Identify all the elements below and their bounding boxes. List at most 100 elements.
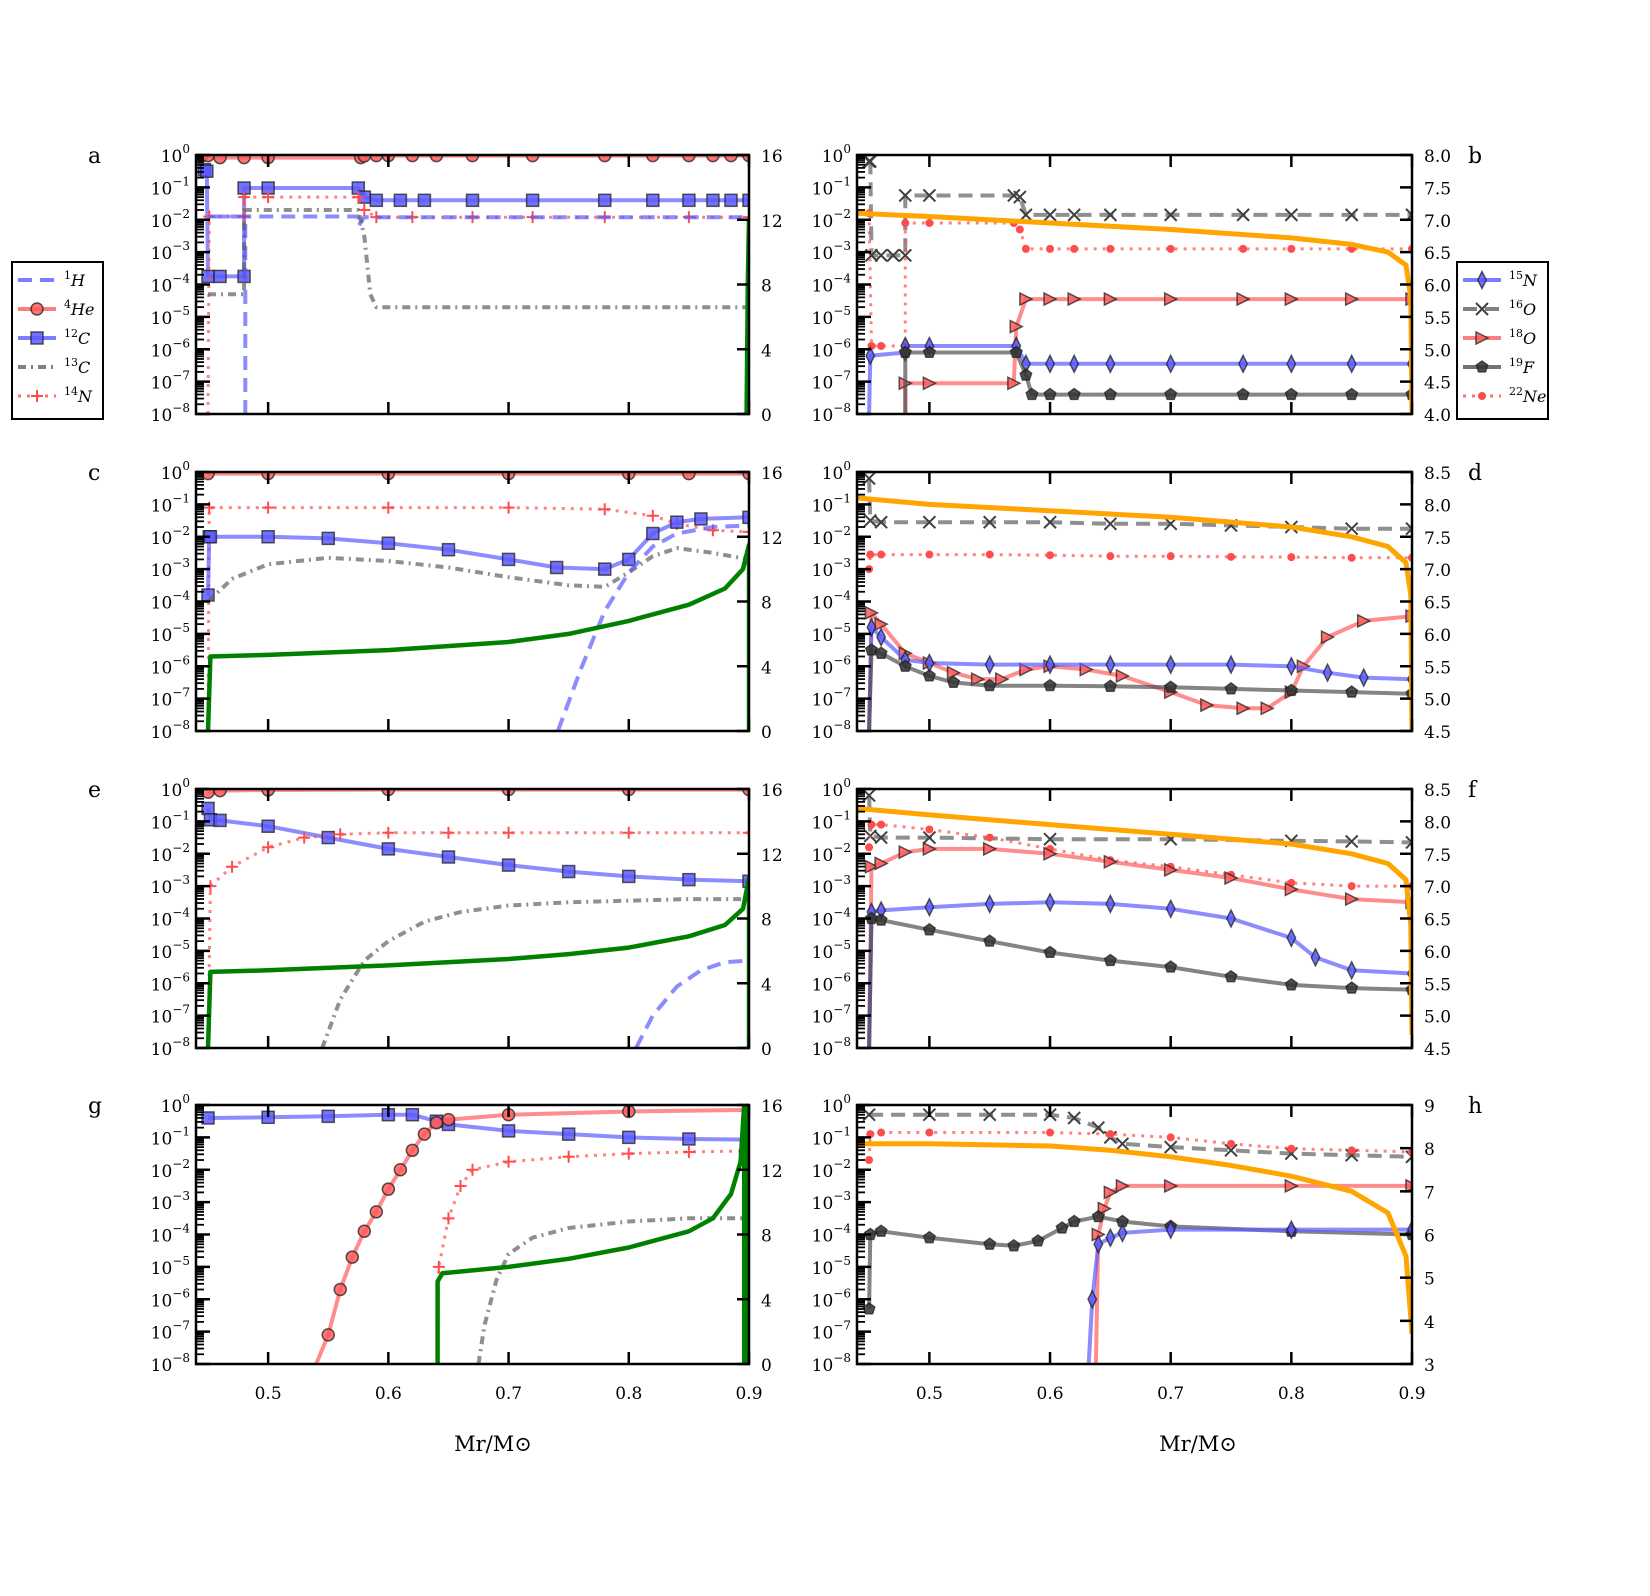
y-tick-label: 10−1 — [812, 174, 851, 199]
y2-tick-label: 6.5 — [1424, 244, 1451, 264]
series-b-15N — [867, 344, 1412, 414]
series-b-22Ne — [867, 213, 1412, 348]
point-f-15N — [1045, 892, 1056, 913]
series-e-13C — [320, 897, 749, 1048]
point-d-19F — [1043, 678, 1057, 692]
y2-tick-label: 8 — [761, 594, 772, 614]
point-h-16O — [983, 1108, 997, 1122]
point-c-14N — [262, 501, 275, 514]
y2-tick-label: 12 — [761, 529, 783, 549]
y-tick-label: 10−6 — [812, 1286, 851, 1311]
point-d-22Ne — [1287, 553, 1296, 562]
point-d-15N — [876, 627, 887, 648]
y-tick-label: 10−7 — [812, 1319, 851, 1344]
y2-tick-label: 4.5 — [1424, 374, 1451, 394]
panel-g: 0.5 0.6 0.7 0.8 0.9 10−8 10−7 10−6 10−5 10−4 10−3 1… — [88, 1092, 783, 1404]
point-e-12C — [561, 864, 576, 879]
svg-text:22Ne: 22Ne — [1509, 385, 1546, 406]
point-b-18O — [1043, 291, 1058, 307]
x-tick-label: 0.6 — [375, 1384, 402, 1404]
y2-tick-label: 16 — [761, 781, 783, 801]
point-c-12C — [501, 552, 516, 567]
y2-tick-label: 12 — [761, 212, 783, 232]
y2-tick-label: 8.5 — [1424, 781, 1451, 801]
y-tick-label: 10−3 — [812, 1189, 851, 1214]
point-f-18O — [864, 859, 880, 874]
point-f-18O — [922, 841, 938, 857]
point-a-14N — [262, 191, 275, 204]
point-d-15N — [984, 654, 995, 675]
point-d-16O — [1405, 521, 1412, 536]
point-f-15N — [1225, 908, 1237, 929]
x-axis-label-right: Mr/M⊙ — [1159, 1432, 1237, 1456]
point-h-22Ne — [925, 1128, 934, 1137]
y2-tick-label: 6.5 — [1424, 911, 1451, 931]
point-h-16O — [1163, 1140, 1178, 1154]
y2-tick-label: 6.5 — [1424, 594, 1451, 614]
x-tick-label: 0.5 — [255, 1384, 282, 1404]
point-a-12C — [597, 193, 612, 208]
y2-tick-label: 5.5 — [1424, 309, 1451, 329]
point-d-15N — [1286, 656, 1297, 677]
y2-tick-label: 7.5 — [1424, 529, 1451, 549]
y-tick-label: 10−4 — [151, 272, 191, 297]
y-tick-label: 10−4 — [812, 589, 852, 614]
y-tick-label: 100 — [161, 1092, 190, 1117]
series-b-18O — [903, 297, 1412, 414]
y-tick-label: 10−1 — [151, 1124, 190, 1149]
point-d-19F — [922, 669, 936, 682]
point-g-14N — [432, 1260, 445, 1273]
point-f-16O — [862, 789, 876, 803]
point-d-22Ne — [877, 550, 886, 559]
point-d-16O — [862, 472, 876, 486]
legend-item-22Ne: 22Ne — [1463, 385, 1546, 406]
point-f-19F — [864, 911, 879, 925]
axes-frame — [855, 787, 1414, 1050]
y2-tick-label: 7 — [1424, 1183, 1435, 1203]
svg-text:13C: 13C — [64, 356, 90, 377]
point-b-16O — [1067, 208, 1081, 222]
point-h-22Ne — [865, 1156, 874, 1165]
point-h-18O — [1097, 1201, 1113, 1216]
series-d-15N — [867, 625, 1412, 731]
point-d-15N — [1322, 662, 1333, 683]
y2-tick-label: 4.5 — [1424, 1040, 1451, 1060]
panel-e: 10−8 10−7 10−6 10−5 10−4 10−3 10−2 10−1 100 0 4 8 12… — [88, 776, 783, 1060]
point-b-19F — [922, 345, 936, 359]
point-d-16O — [1344, 521, 1359, 536]
point-f-18O — [898, 844, 913, 860]
point-g-14N — [454, 1179, 467, 1192]
point-g-14N — [682, 1145, 695, 1158]
axes-frame — [194, 1103, 751, 1366]
point-e-12C — [501, 858, 516, 872]
point-h-16O — [1115, 1137, 1130, 1151]
point-h-19F — [874, 1224, 888, 1237]
point-a-12C — [682, 193, 696, 208]
series-c-14N — [206, 506, 749, 731]
series-c-12C — [206, 515, 749, 596]
y2-tick-label: 8 — [1424, 1140, 1435, 1160]
x-tick-label: 0.7 — [1157, 1384, 1184, 1404]
point-g-14N — [622, 1147, 635, 1160]
point-b-18O — [1284, 291, 1300, 307]
y2-tick-label: 4 — [761, 341, 772, 361]
point-b-19F — [1284, 387, 1298, 401]
series-a-1H — [206, 214, 749, 414]
point-g-4He — [393, 1163, 408, 1177]
y2-tick-label: 7.5 — [1424, 846, 1451, 866]
point-h-19F — [1067, 1214, 1081, 1228]
point-b-22Ne — [1106, 244, 1115, 253]
point-g-4He — [357, 1224, 372, 1239]
y-tick-label: 10−5 — [812, 938, 851, 963]
y2-tick-label: 8 — [761, 277, 772, 297]
point-f-19F — [1345, 981, 1359, 994]
y-tick-label: 10−6 — [151, 653, 190, 678]
point-b-22Ne — [1021, 244, 1030, 253]
y2-tick-label: 12 — [761, 846, 783, 866]
point-h-15N — [1087, 1289, 1098, 1310]
y-tick-label: 10−2 — [151, 524, 190, 549]
y-tick-label: 10−6 — [151, 336, 190, 361]
point-b-22Ne — [1015, 225, 1024, 234]
y2-tick-label: 5.0 — [1424, 1008, 1451, 1028]
point-d-15N — [1105, 654, 1116, 675]
